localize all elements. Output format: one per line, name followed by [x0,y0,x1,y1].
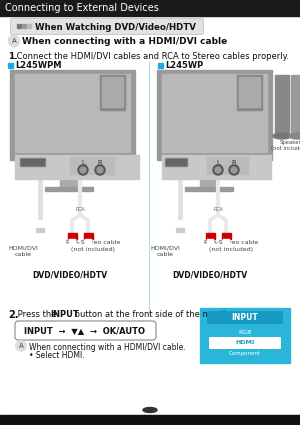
FancyBboxPatch shape [209,337,281,349]
Text: When connecting with a HDMI/DVI cable.: When connecting with a HDMI/DVI cable. [29,343,186,352]
Text: R: R [232,160,236,166]
Text: When Watching DVD/Video/HDTV: When Watching DVD/Video/HDTV [35,23,196,31]
Bar [223,239,230,244]
Text: RCA-Stereo cable
(not included): RCA-Stereo cable (not included) [204,240,258,252]
Bar [162,155,272,180]
Text: R: R [98,160,102,166]
Bar [68,233,77,239]
Bar [207,239,214,244]
Circle shape [16,340,26,351]
Text: RCA: RCA [75,207,85,212]
Bar [222,233,231,239]
Bar [35,220,45,228]
Text: HDMI/DVI
cable: HDMI/DVI cable [150,245,180,257]
Text: L245WP: L245WP [165,61,203,70]
Circle shape [8,35,20,47]
Bar [15,155,140,180]
Text: When connecting with a HDMI/DVI cable: When connecting with a HDMI/DVI cable [22,37,227,45]
Bar [200,180,218,187]
Bar [17,24,21,28]
Bar [45,187,93,191]
FancyBboxPatch shape [207,311,283,324]
Text: RGB: RGB [238,329,252,334]
Bar [15,74,130,152]
Bar [21,159,44,165]
Bar [237,75,262,110]
Text: HDMI/DVI
cable: HDMI/DVI cable [8,245,38,257]
Bar [158,63,163,68]
Bar [185,187,233,191]
Bar [100,75,125,110]
Ellipse shape [143,408,157,413]
Bar [291,75,300,133]
FancyBboxPatch shape [11,19,203,34]
Bar [8,63,13,68]
Text: button at the front side of the monitor.: button at the front side of the monitor. [72,310,237,319]
Text: L245WPM: L245WPM [15,61,61,70]
Bar [84,233,93,239]
Text: L: L [216,160,220,166]
Text: • Select HDMI.: • Select HDMI. [29,351,85,360]
Bar [0,415,300,425]
Circle shape [229,165,239,175]
Text: HDMI: HDMI [236,340,255,346]
Circle shape [97,167,103,173]
Text: Connect the HDMI/DVI cables and RCA to Stereo cables properly.: Connect the HDMI/DVI cables and RCA to S… [14,52,289,61]
Text: Connecting to External Devices: Connecting to External Devices [5,3,159,13]
Bar [275,75,289,133]
Bar [207,157,249,175]
Bar [10,70,135,160]
Bar [162,74,267,152]
Text: RCA: RCA [213,207,223,212]
Bar [166,159,186,165]
Text: RCA-Stereo cable
(not included): RCA-Stereo cable (not included) [66,240,120,252]
Bar [20,158,45,166]
Bar [206,233,215,239]
Circle shape [213,165,223,175]
Circle shape [215,167,221,173]
Bar [165,158,187,166]
Bar [60,180,78,187]
Text: Press the: Press the [15,310,59,319]
Text: A: A [19,343,23,349]
Bar [22,24,26,28]
Text: Component: Component [229,351,261,357]
Circle shape [95,165,105,175]
Text: 2.: 2. [8,310,19,320]
Bar [102,77,123,107]
Ellipse shape [289,133,300,139]
Bar [175,220,185,228]
Bar [36,228,44,232]
Bar [27,24,31,28]
Bar [176,228,184,232]
Bar [239,77,260,107]
Bar [69,239,76,244]
Text: INPUT: INPUT [232,314,258,323]
Bar [0,0,300,16]
Text: DVD/VIDEO/HDTV: DVD/VIDEO/HDTV [172,270,248,279]
Bar [157,70,272,160]
Bar [200,308,290,363]
Bar [85,239,92,244]
Bar [70,157,115,175]
Text: DVD/VIDEO/HDTV: DVD/VIDEO/HDTV [32,270,108,279]
Text: Speaker
(not included): Speaker (not included) [272,140,300,151]
Text: A: A [12,38,16,44]
Ellipse shape [273,133,291,139]
Text: INPUT  →  ▼▲  →  OK/AUTO: INPUT → ▼▲ → OK/AUTO [25,326,146,335]
Circle shape [80,167,86,173]
Text: 1.: 1. [8,52,18,61]
Text: INPUT: INPUT [50,310,79,319]
Circle shape [78,165,88,175]
FancyBboxPatch shape [15,321,156,340]
Circle shape [231,167,237,173]
Text: L: L [81,160,85,166]
